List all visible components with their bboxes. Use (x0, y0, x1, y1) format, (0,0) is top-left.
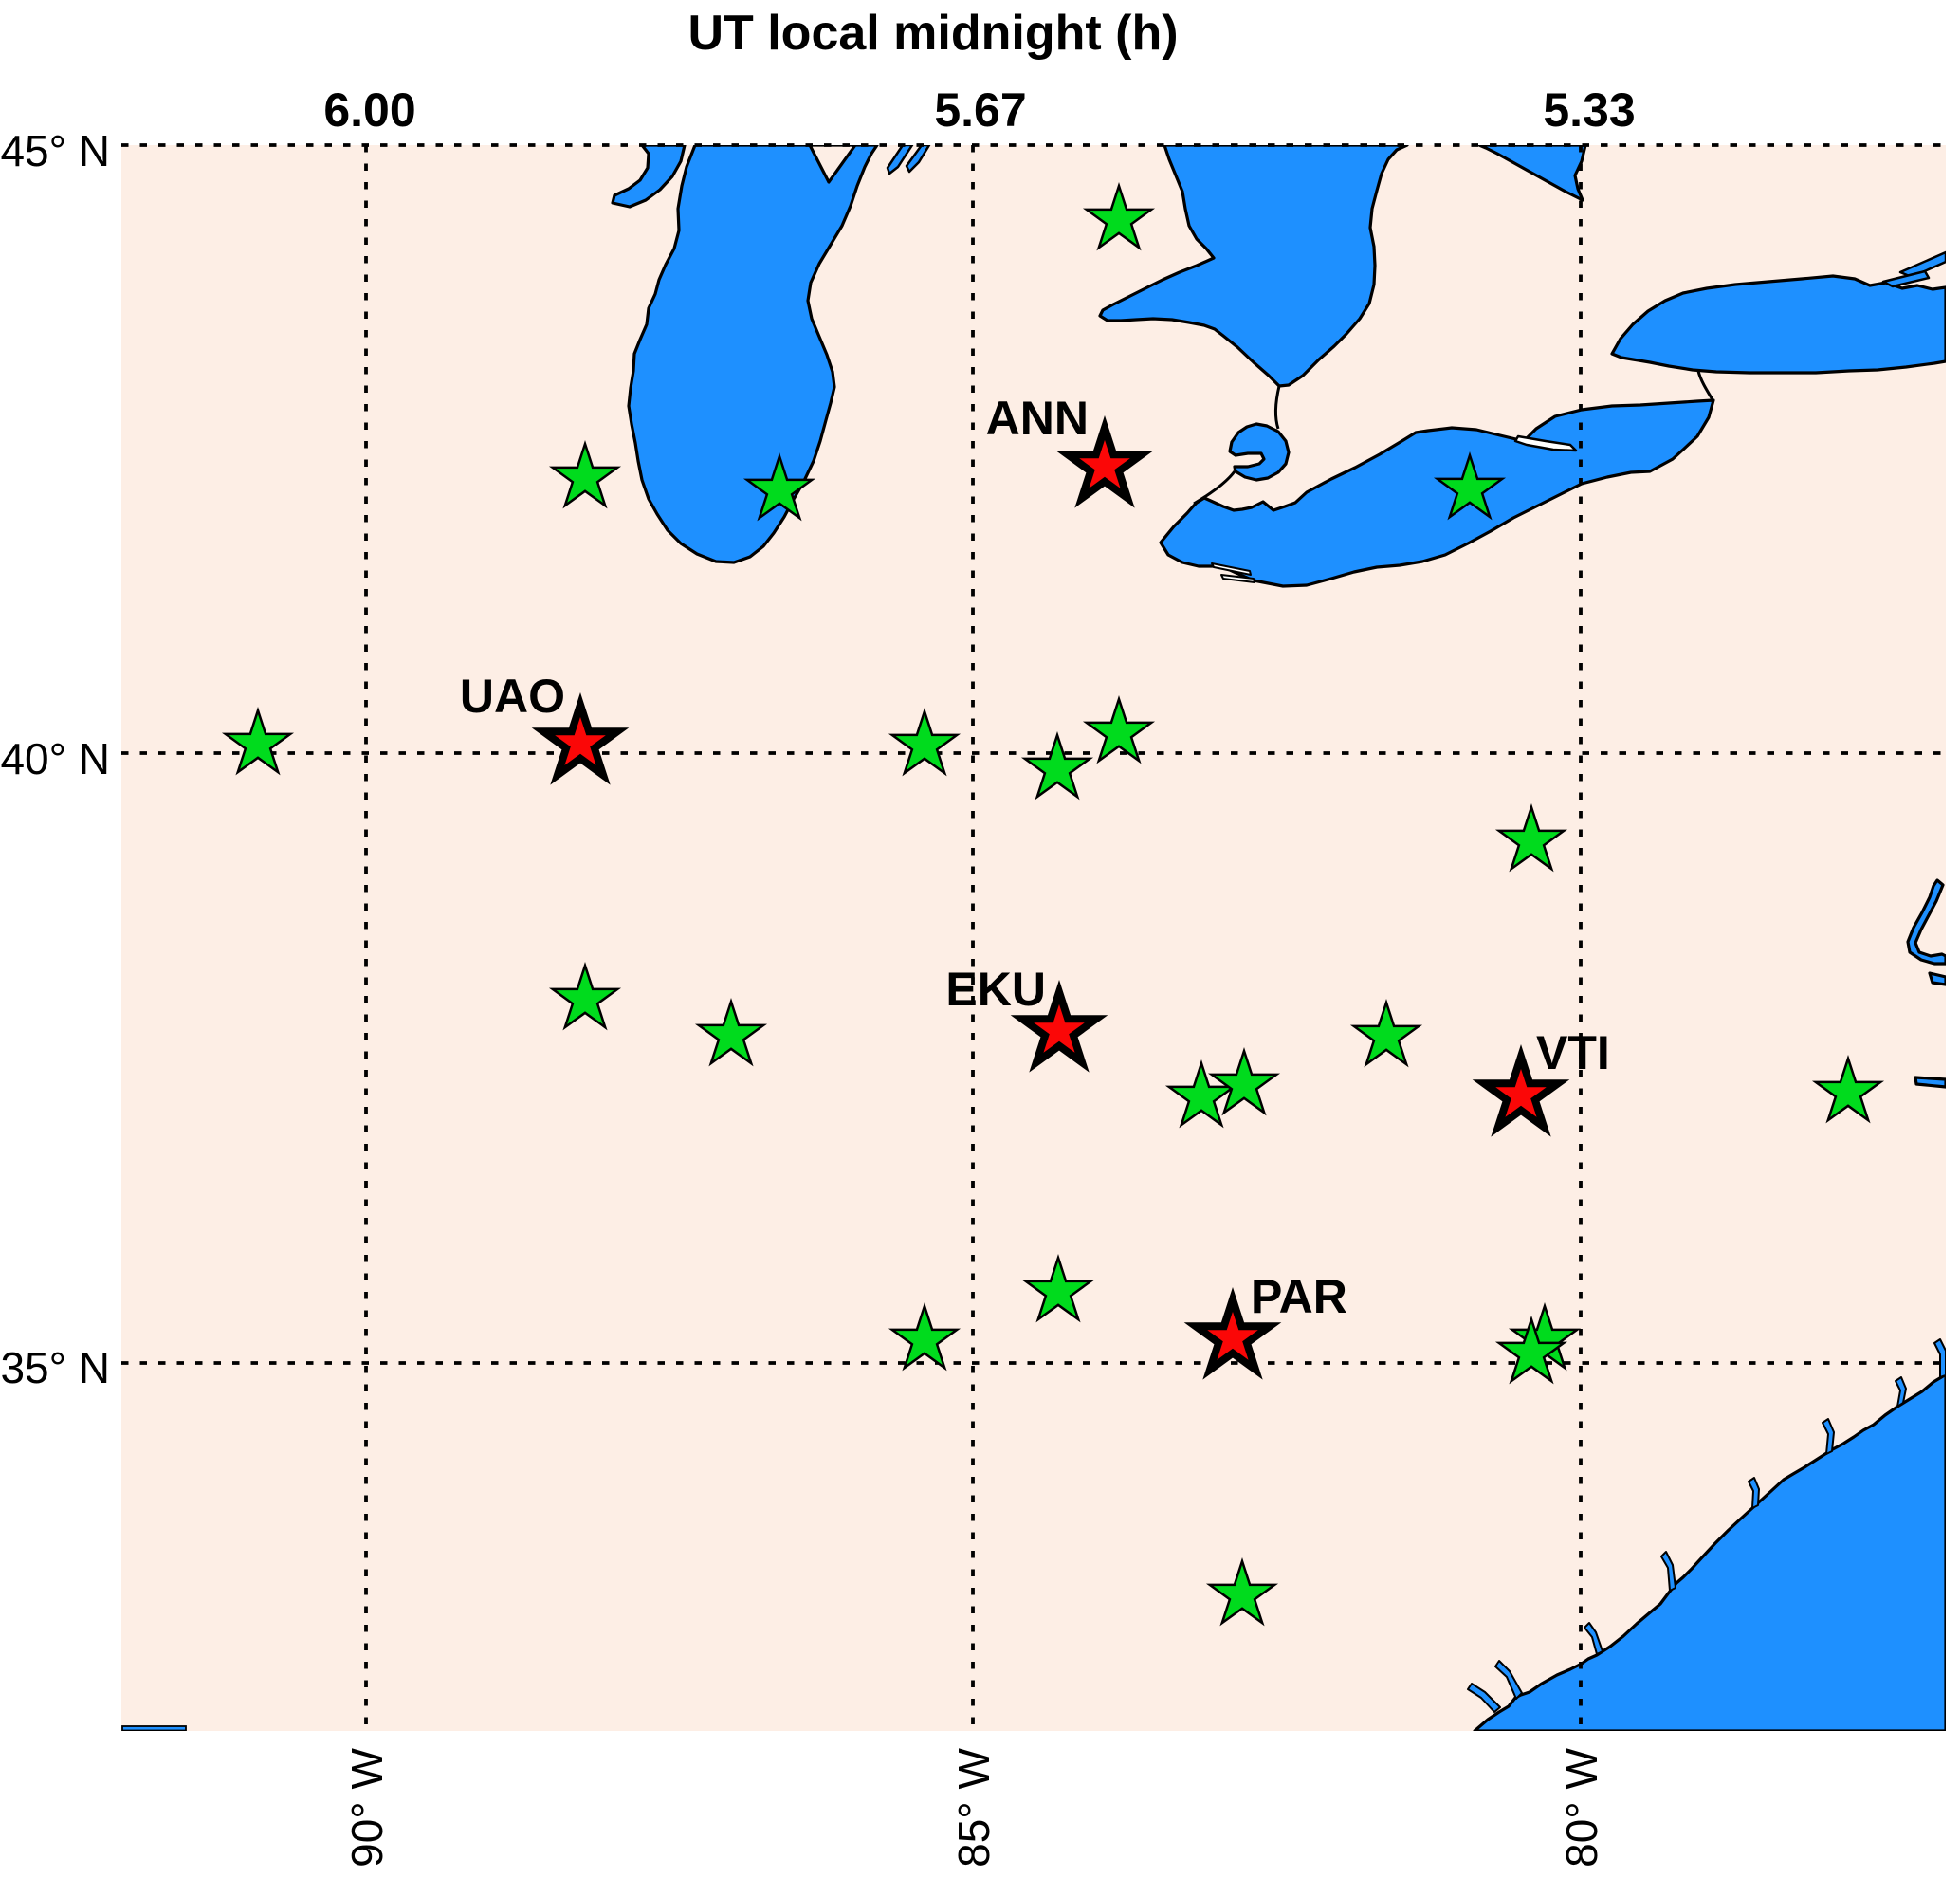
svg-text:5.67: 5.67 (934, 83, 1026, 137)
svg-text:45° N: 45° N (0, 126, 110, 175)
svg-text:EKU: EKU (945, 963, 1046, 1016)
svg-text:UT local midnight (h): UT local midnight (h) (687, 6, 1178, 61)
svg-text:ANN: ANN (986, 392, 1089, 445)
svg-text:35° N: 35° N (0, 1343, 110, 1392)
svg-text:UAO: UAO (460, 670, 565, 723)
svg-text:PAR: PAR (1251, 1270, 1347, 1323)
svg-text:90° W: 90° W (342, 1748, 392, 1868)
svg-text:80° W: 80° W (1557, 1748, 1606, 1868)
svg-text:40° N: 40° N (0, 734, 110, 783)
svg-text:85° W: 85° W (949, 1748, 998, 1868)
svg-text:6.00: 6.00 (323, 83, 415, 137)
svg-text:5.33: 5.33 (1543, 83, 1635, 137)
svg-text:VTI: VTI (1536, 1026, 1610, 1079)
